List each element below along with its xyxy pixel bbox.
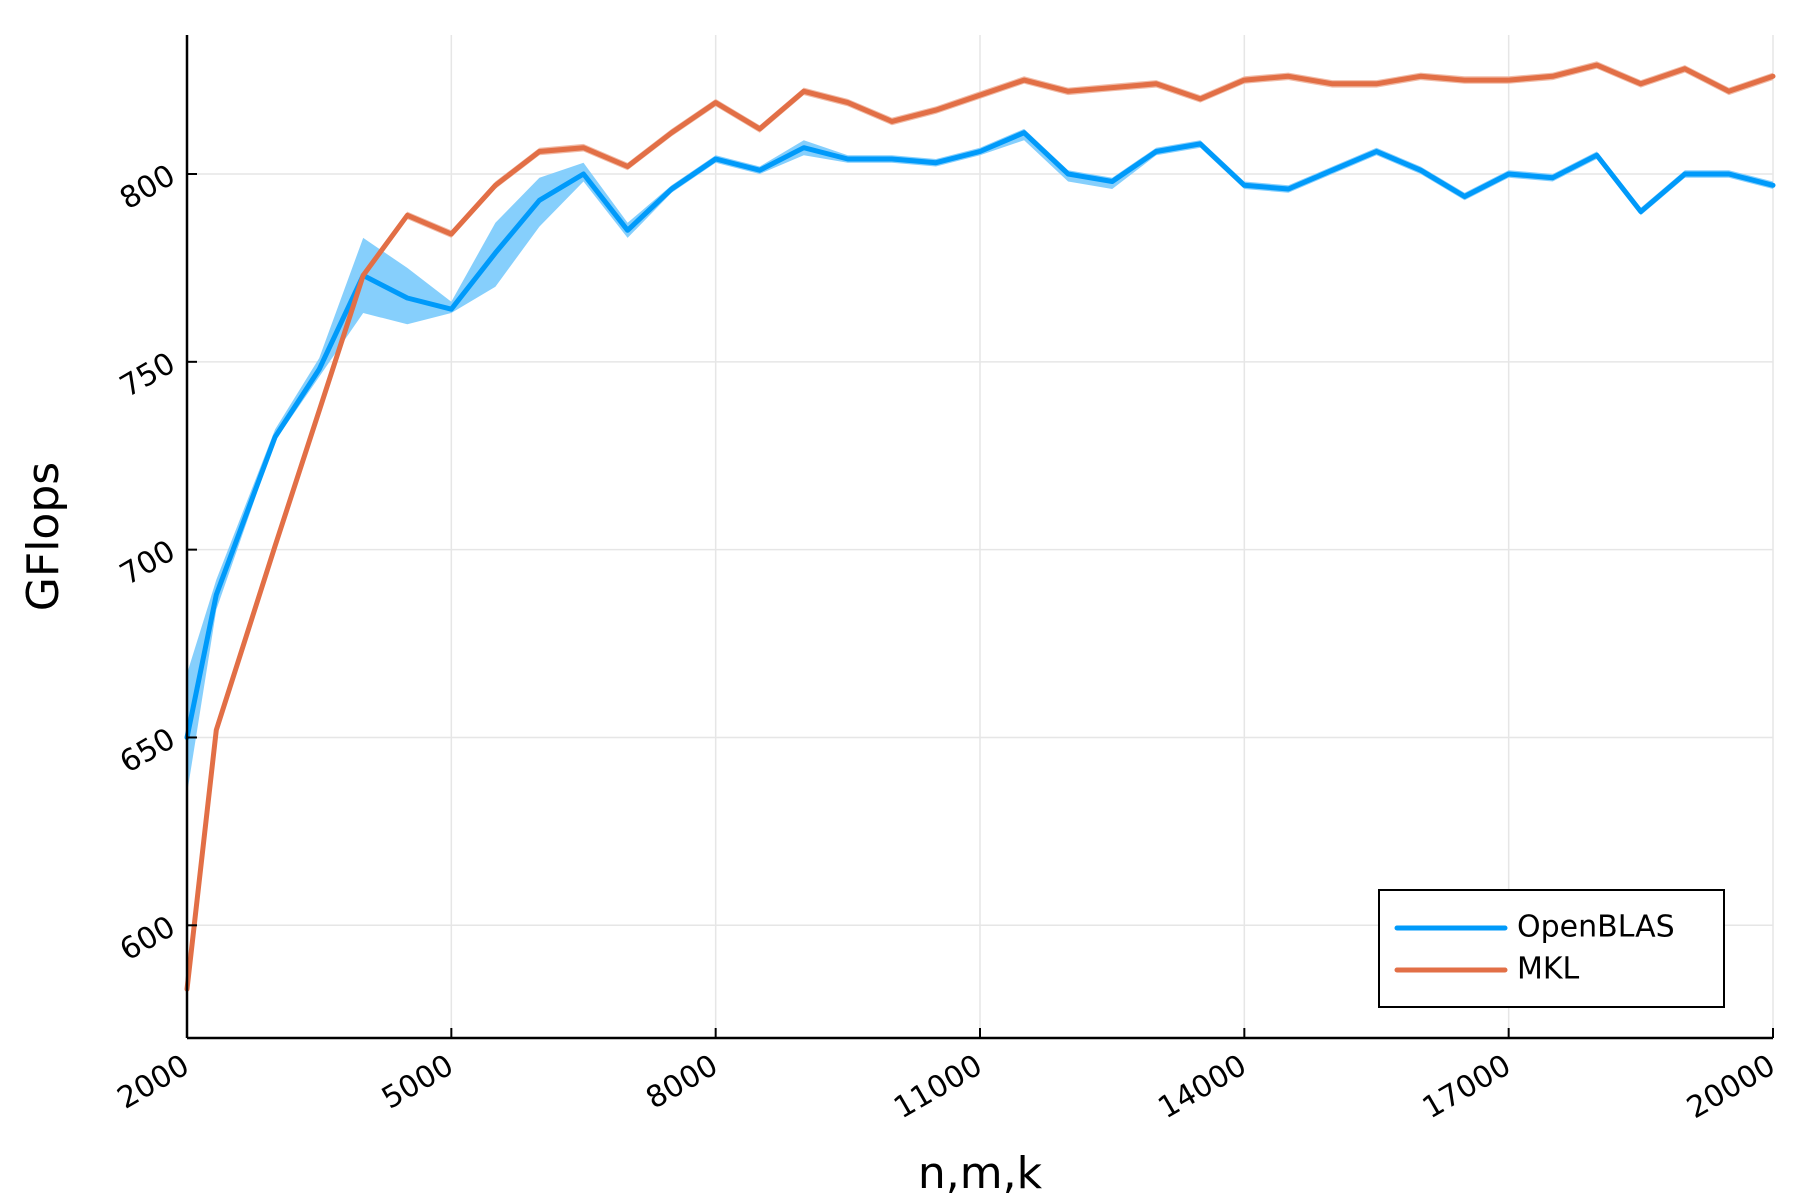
- legend-label-mkl: MKL: [1517, 952, 1580, 987]
- series-line-mkl: [184, 62, 1776, 992]
- series-line-openblas: [184, 130, 1776, 740]
- legend-box: [1378, 889, 1725, 1008]
- legend: OpenBLAS MKL: [1378, 889, 1725, 1008]
- series-lines: [184, 62, 1776, 992]
- y-axis-title: GFlops: [18, 462, 69, 611]
- grid: [186, 35, 1774, 1038]
- legend-label-openblas: OpenBLAS: [1517, 910, 1675, 945]
- x-axis-title: n,m,k: [918, 1148, 1043, 1199]
- axes: [185, 35, 1774, 1040]
